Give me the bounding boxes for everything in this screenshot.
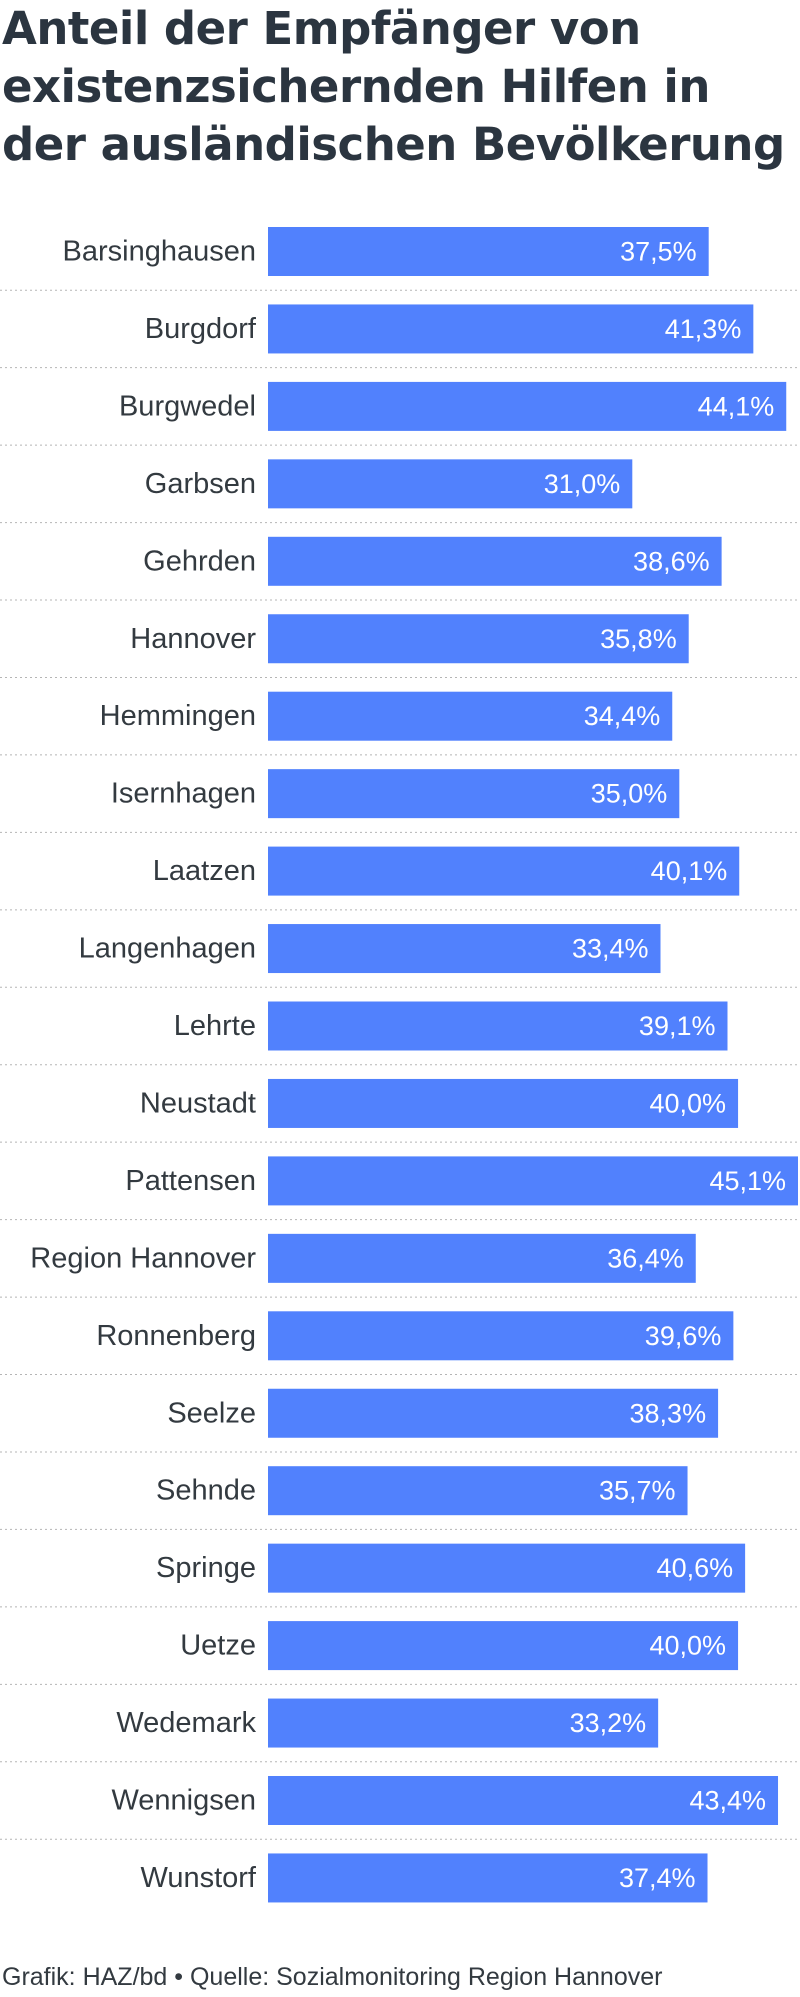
value-label: 38,3% (630, 1398, 707, 1428)
value-label: 31,0% (544, 469, 621, 499)
value-label: 37,4% (619, 1863, 696, 1893)
value-label: 39,1% (639, 1011, 716, 1041)
value-label: 35,7% (599, 1476, 676, 1506)
value-label: 41,3% (665, 314, 742, 344)
value-label: 43,4% (689, 1786, 766, 1816)
bar (268, 691, 673, 741)
value-label: 37,5% (620, 237, 697, 267)
source-footer: Grafik: HAZ/bd • Quelle: Sozialmonitorin… (2, 1963, 663, 1991)
category-label: Uetze (180, 1630, 256, 1662)
category-label: Wennigsen (111, 1785, 256, 1817)
bar (268, 614, 689, 664)
value-label: 40,0% (650, 1631, 727, 1661)
bar (268, 459, 633, 509)
value-label: 45,1% (709, 1166, 786, 1196)
bar (268, 1776, 779, 1825)
value-label: 38,6% (633, 546, 710, 576)
bar (268, 1233, 696, 1283)
bar (268, 1853, 708, 1903)
bar (268, 381, 787, 431)
category-label: Wunstorf (140, 1862, 256, 1894)
category-label: Garbsen (145, 468, 256, 500)
value-label: 40,0% (650, 1088, 727, 1118)
bar (268, 1543, 746, 1593)
value-label: 35,0% (591, 779, 668, 809)
category-label: Gehrden (143, 545, 256, 577)
chart-title: Anteil der Empfänger von existenzsichern… (2, 2, 785, 171)
bar (268, 846, 740, 896)
bar (268, 1466, 688, 1516)
category-label: Lehrte (174, 1010, 256, 1042)
bar (268, 227, 709, 276)
bar (268, 924, 661, 974)
bar (268, 1156, 798, 1206)
category-label: Langenhagen (79, 933, 256, 965)
value-label: 34,4% (584, 701, 661, 731)
value-label: 40,6% (657, 1553, 734, 1583)
category-label: Neustadt (140, 1087, 256, 1119)
bar (268, 769, 680, 819)
bar (268, 1078, 739, 1128)
category-label: Wedemark (116, 1707, 256, 1739)
category-label: Pattensen (125, 1165, 256, 1197)
value-label: 36,4% (607, 1243, 684, 1273)
category-label: Laatzen (153, 855, 256, 887)
category-label: Hannover (130, 623, 256, 655)
category-label: Ronnenberg (96, 1320, 256, 1352)
value-label: 33,4% (572, 934, 649, 964)
category-label: Burgwedel (119, 390, 256, 422)
category-label: Seelze (167, 1397, 256, 1429)
bar (268, 1001, 728, 1051)
value-label: 44,1% (698, 391, 775, 421)
category-label: Burgdorf (145, 313, 257, 345)
value-label: 40,1% (651, 856, 728, 886)
bar (268, 1621, 739, 1671)
bar (268, 1698, 659, 1748)
bar (268, 304, 754, 354)
value-label: 39,6% (645, 1321, 722, 1351)
value-label: 33,2% (570, 1708, 647, 1738)
bar (268, 1388, 719, 1438)
category-label: Region Hannover (30, 1242, 256, 1274)
category-label: Isernhagen (111, 778, 256, 810)
bar (268, 1311, 734, 1361)
category-label: Sehnde (156, 1475, 256, 1507)
value-label: 35,8% (600, 624, 677, 654)
category-label: Barsinghausen (63, 236, 256, 268)
category-label: Hemmingen (100, 700, 256, 732)
category-label: Springe (156, 1552, 256, 1584)
bar (268, 536, 722, 586)
